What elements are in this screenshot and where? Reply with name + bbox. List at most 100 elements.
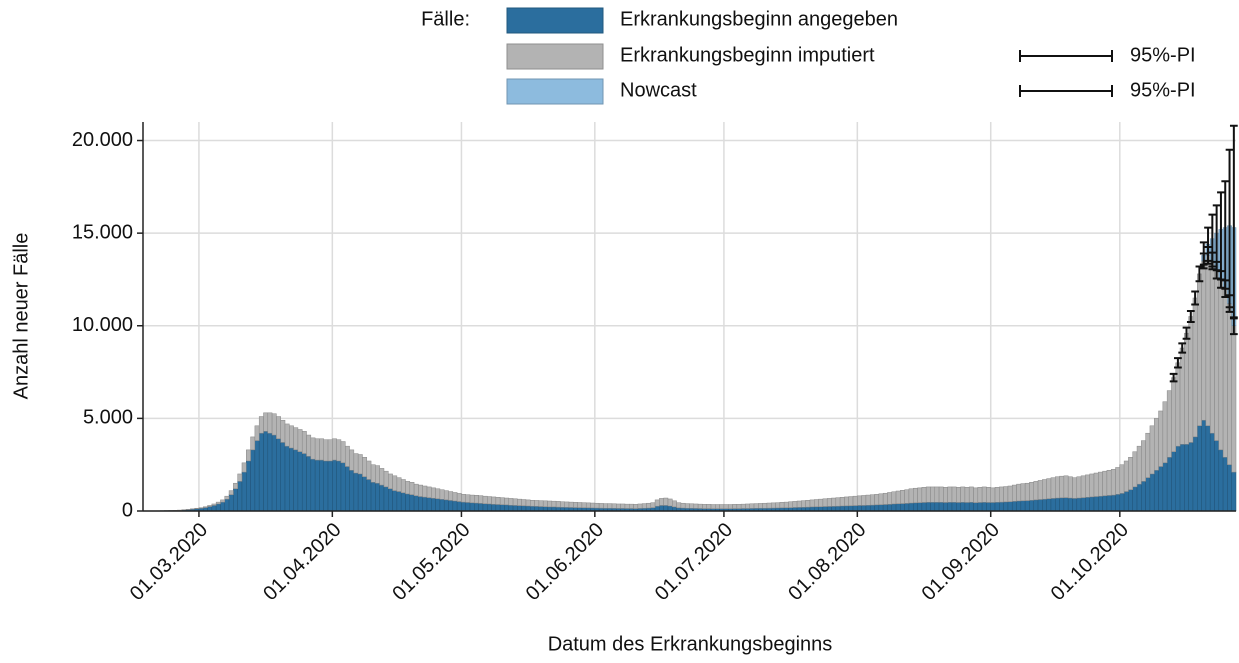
bar: [228, 490, 234, 495]
bar: [542, 500, 548, 507]
x-axis-title: Datum des Erkrankungsbeginns: [548, 633, 833, 655]
bar: [1020, 483, 1026, 502]
bar: [663, 505, 669, 512]
bar: [1007, 501, 1013, 512]
bar: [844, 496, 849, 507]
bar: [917, 487, 923, 503]
y-tick-label: 0: [122, 499, 133, 521]
bar: [900, 490, 905, 504]
x-tick-label: 01.09.2020: [918, 519, 1004, 605]
bar: [994, 487, 1000, 503]
bar: [878, 504, 884, 512]
bar: [375, 482, 380, 512]
bar: [1188, 316, 1194, 443]
bar: [551, 500, 557, 508]
bar: [396, 491, 402, 512]
bar: [874, 504, 880, 512]
bar: [878, 493, 884, 505]
bar: [469, 502, 475, 512]
bar: [667, 505, 673, 512]
bar: [366, 479, 372, 512]
bar: [934, 486, 940, 503]
bar: [848, 496, 854, 507]
bar: [796, 500, 802, 508]
bar: [1024, 482, 1030, 501]
bar: [431, 497, 436, 512]
bar: [745, 503, 750, 509]
bar: [1098, 495, 1103, 512]
bar: [925, 502, 931, 512]
bar: [1188, 442, 1194, 512]
legend-label: Erkrankungsbeginn angegeben: [620, 8, 898, 30]
bar: [758, 503, 763, 509]
bar: [508, 505, 514, 512]
bar: [1037, 499, 1043, 512]
bar: [900, 503, 905, 512]
bar: [590, 502, 596, 509]
bar: [332, 459, 337, 512]
bar: [723, 504, 729, 509]
bar: [620, 503, 626, 509]
bar: [1145, 477, 1151, 512]
bar: [228, 494, 234, 512]
bar: [1227, 303, 1232, 465]
y-tick-label: 5.000: [83, 407, 133, 429]
bar: [706, 504, 712, 509]
bar: [968, 502, 974, 512]
bar: [650, 502, 656, 508]
bar: [805, 500, 811, 508]
bar: [465, 502, 471, 512]
bar: [435, 488, 441, 500]
bar: [1076, 497, 1082, 512]
bar: [362, 476, 368, 512]
bar: [521, 505, 527, 512]
bar: [383, 470, 389, 488]
bar: [697, 503, 703, 509]
bar: [1201, 260, 1207, 421]
bar: [732, 504, 738, 509]
bar: [1119, 493, 1125, 512]
bar: [512, 505, 518, 512]
bar: [1106, 495, 1112, 512]
bar: [822, 498, 828, 507]
bar: [1171, 377, 1177, 452]
bar: [482, 495, 488, 505]
bar: [478, 495, 484, 504]
bar: [332, 438, 337, 461]
bar: [258, 416, 264, 434]
bar: [241, 471, 247, 512]
bar: [672, 500, 677, 508]
bar: [233, 482, 238, 490]
bar: [999, 486, 1004, 503]
bar: [1132, 486, 1138, 512]
y-tick-label: 20.000: [72, 129, 133, 151]
bar: [801, 500, 806, 508]
bar: [1184, 332, 1189, 445]
bar: [547, 500, 553, 508]
bar: [289, 425, 294, 449]
bar: [934, 502, 940, 512]
bar: [633, 504, 639, 509]
bar: [1205, 255, 1211, 427]
bar: [852, 495, 858, 506]
bar: [284, 423, 290, 447]
bar: [194, 507, 200, 510]
bar: [831, 497, 837, 507]
bar: [663, 497, 669, 506]
error-bar: [1204, 226, 1212, 262]
bar: [1072, 477, 1078, 499]
bar: [448, 500, 454, 512]
bar: [1128, 489, 1133, 512]
bar: [310, 458, 316, 512]
bar: [263, 431, 269, 512]
bar: [289, 447, 294, 512]
bar: [788, 501, 794, 508]
bar: [986, 502, 991, 512]
bar: [246, 449, 251, 462]
bar: [267, 432, 273, 512]
bar: [749, 503, 755, 509]
bar: [1166, 457, 1172, 512]
bar: [960, 486, 966, 503]
bar: [1205, 425, 1211, 512]
